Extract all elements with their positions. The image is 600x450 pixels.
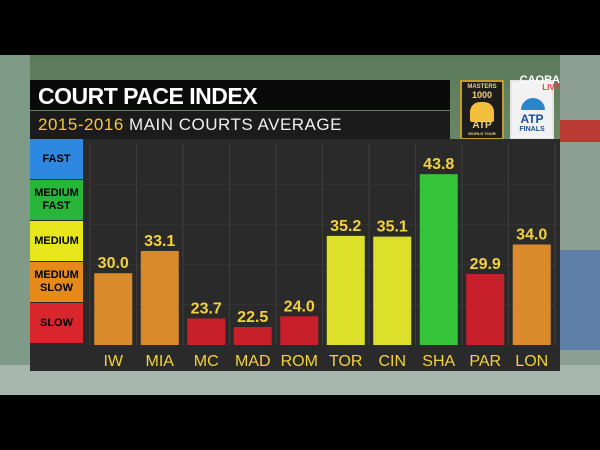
bar-mad (233, 327, 272, 345)
bar-lon (512, 244, 551, 345)
scale-medium: MEDIUM (30, 221, 83, 261)
live-badge: LIVE (542, 83, 560, 92)
court-background-left (0, 55, 30, 395)
bar-cin (373, 236, 412, 345)
subtitle-years: 2015-2016 (38, 115, 124, 134)
bar-par (466, 273, 505, 345)
bar-value-label: 34.0 (516, 227, 547, 244)
bar-value-label: 24.0 (284, 298, 315, 315)
logo-atp-text: ATP (472, 120, 492, 131)
category-label: LON (515, 353, 548, 370)
category-label: TOR (329, 353, 362, 370)
logo-finals-text: FINALS (519, 126, 545, 133)
scale-medium-fast: MEDIUM FAST (30, 180, 83, 220)
bar-value-label: 23.7 (191, 300, 222, 317)
bar-sha (419, 174, 458, 345)
bar-value-label: 29.9 (470, 256, 501, 273)
atp-finals-logo: ATP FINALS (510, 80, 554, 140)
category-label: ROM (281, 353, 318, 370)
logo-1000-text: 1000 (471, 90, 493, 100)
category-label: MC (194, 353, 219, 370)
scale-medium-slow: MEDIUM SLOW (30, 262, 83, 302)
player-silhouette-icon (470, 102, 494, 122)
arc-icon (521, 98, 545, 110)
bar-value-label: 43.8 (423, 156, 454, 173)
bar-mia (140, 250, 179, 345)
court-banner-strip (560, 120, 600, 142)
bar-value-label: 33.1 (144, 233, 175, 250)
logo-masters-text: MASTERS (467, 84, 497, 90)
bar-value-label: 22.5 (237, 309, 268, 326)
logo-world-tour-text: WORLD TOUR (468, 131, 496, 136)
category-label: CIN (378, 353, 406, 370)
category-label: PAR (469, 353, 501, 370)
broadcaster-name: CAORA (519, 74, 560, 86)
bar-tor (326, 235, 365, 345)
scale-slow: SLOW (30, 303, 83, 343)
bar-rom (280, 316, 319, 345)
subtitle-bar (30, 111, 450, 139)
logo-finals-atp-text: ATP (520, 112, 544, 126)
court-surface-right (560, 250, 600, 350)
bar-mc (187, 318, 226, 345)
title-bar (30, 80, 450, 110)
category-label: MIA (146, 353, 175, 370)
subtitle-description: MAIN COURTS AVERAGE (129, 115, 342, 134)
atp-masters-1000-logo: MASTERS 1000 ATP WORLD TOUR (460, 80, 504, 140)
bar-value-label: 35.2 (330, 218, 361, 235)
bar-iw (94, 273, 133, 345)
category-label: MAD (235, 353, 271, 370)
bar-value-label: 30.0 (98, 255, 129, 272)
broadcaster-watermark: CAORA LIVE (512, 74, 560, 92)
scale-fast: FAST (30, 139, 83, 179)
bar-value-label: 35.1 (377, 219, 408, 236)
category-label: SHA (422, 353, 455, 370)
chart-title: COURT PACE INDEX (38, 83, 258, 109)
category-label: IW (103, 353, 123, 370)
chart-subtitle: 2015-2016 MAIN COURTS AVERAGE (38, 115, 342, 135)
